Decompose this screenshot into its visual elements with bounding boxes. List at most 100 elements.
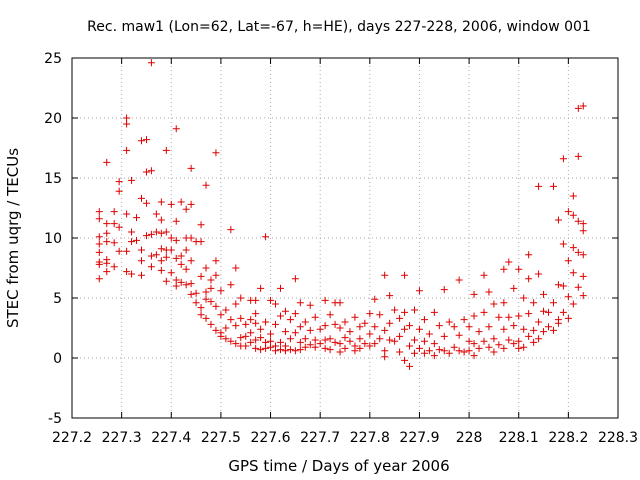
x-tick-label: 227.7 [300,430,340,446]
data-point [252,344,260,352]
data-point [167,269,175,277]
data-point [406,342,414,350]
data-point [227,281,235,289]
data-point [272,320,280,328]
data-point [202,264,210,272]
data-point [212,302,220,310]
data-point [341,318,349,326]
data-point [495,313,503,321]
grid-lines [72,58,618,418]
data-point [460,316,468,324]
data-point [525,332,533,340]
y-axis-title: STEC from uqrg / TECUs [4,148,22,328]
data-point [470,290,478,298]
data-point [351,313,359,321]
data-point [386,336,394,344]
data-point [242,320,250,328]
data-point [545,308,553,316]
data-point [110,263,118,271]
data-point [440,286,448,294]
data-point [401,356,409,364]
data-point [197,221,205,229]
data-point [142,199,150,207]
data-point [346,328,354,336]
data-point [252,310,260,318]
data-point [137,257,145,265]
data-point [465,337,473,345]
data-point [574,104,582,112]
data-point [515,337,523,345]
data-point [217,287,225,295]
data-point [381,326,389,334]
data-point [396,314,404,322]
data-points [95,59,587,370]
data-point [192,299,200,307]
data-point [237,294,245,302]
data-point [306,326,314,334]
x-tick-label: 227.5 [201,430,241,446]
data-point [227,316,235,324]
data-point [276,346,284,354]
data-point [237,314,245,322]
data-point [410,306,418,314]
data-point [222,306,230,314]
data-point [435,322,443,330]
data-point [510,340,518,348]
data-point [554,216,562,224]
data-point [579,251,587,259]
data-point [505,336,513,344]
data-point [152,210,160,218]
data-point [485,323,493,331]
data-point [232,264,240,272]
data-point [162,228,170,236]
data-point [579,227,587,235]
data-point [247,316,255,324]
data-point [321,322,329,330]
data-point [574,152,582,160]
data-point [425,330,433,338]
data-point [430,308,438,316]
data-point [564,208,572,216]
data-point [242,332,250,340]
data-point [559,282,567,290]
data-point [410,349,418,357]
data-point [123,247,131,255]
data-point [291,347,299,355]
data-point [157,257,165,265]
data-point [128,238,136,246]
x-tick-label: 227.2 [52,430,92,446]
data-point [505,258,513,266]
data-point [490,348,498,356]
data-point [326,335,334,343]
data-point [227,337,235,345]
y-tick-label: 15 [44,171,62,187]
data-point [262,338,270,346]
data-point [336,299,344,307]
data-point [331,338,339,346]
data-point [470,312,478,320]
data-point [115,178,123,186]
data-point [326,346,334,354]
data-point [415,344,423,352]
data-point [311,313,319,321]
data-point [123,120,131,128]
data-point [123,114,131,122]
data-point [311,336,319,344]
data-point [371,323,379,331]
data-point [267,337,275,345]
data-point [525,251,533,259]
data-point [257,346,265,354]
x-tick-label: 227.4 [151,430,191,446]
data-point [128,176,136,184]
data-point [500,299,508,307]
data-point [525,310,533,318]
data-point [331,320,339,328]
data-point [187,280,195,288]
data-point [182,205,190,213]
data-point [440,332,448,340]
data-point [406,362,414,370]
data-point [142,136,150,144]
data-point [391,306,399,314]
data-point [406,322,414,330]
data-point [212,149,220,157]
